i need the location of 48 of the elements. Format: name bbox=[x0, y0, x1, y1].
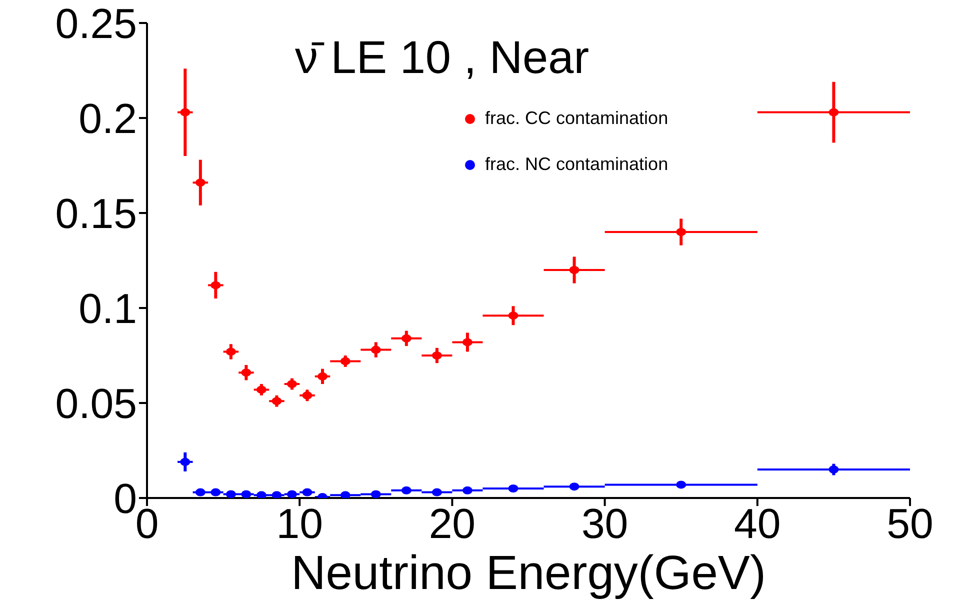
x-tick-label: 50 bbox=[886, 500, 934, 547]
y-tick-label: 0.1 bbox=[78, 284, 137, 332]
point bbox=[401, 486, 412, 494]
point bbox=[432, 352, 442, 360]
point bbox=[508, 484, 518, 492]
point bbox=[370, 490, 381, 498]
x-tick-label: 40 bbox=[734, 500, 781, 547]
x-axis-title: Neutrino Energy(GeV) bbox=[291, 547, 766, 600]
point bbox=[569, 482, 580, 491]
point bbox=[241, 490, 252, 498]
point bbox=[210, 281, 221, 290]
legend-label: frac. CC contamination bbox=[485, 108, 668, 128]
point bbox=[195, 488, 206, 496]
y-tick-label: 0.15 bbox=[55, 190, 137, 237]
point bbox=[256, 386, 266, 394]
point bbox=[462, 486, 472, 494]
point bbox=[676, 228, 686, 236]
chart-title: ν̄ LE 10 , Near bbox=[295, 30, 590, 84]
y-tick-label: 0.05 bbox=[55, 380, 137, 427]
point bbox=[226, 490, 236, 498]
point bbox=[302, 391, 312, 400]
point bbox=[569, 266, 580, 274]
x-tick-label: 20 bbox=[428, 500, 476, 547]
point bbox=[370, 346, 381, 354]
point bbox=[272, 397, 282, 406]
point bbox=[180, 458, 190, 466]
y-tick-label: 0.2 bbox=[78, 94, 137, 142]
point bbox=[401, 334, 412, 342]
x-tick-label: 10 bbox=[276, 500, 323, 547]
point bbox=[317, 372, 328, 380]
legend-label: frac. NC contamination bbox=[485, 154, 668, 174]
x-tick-label: 30 bbox=[581, 500, 628, 547]
point bbox=[676, 480, 686, 489]
y-tick-label: 0.25 bbox=[55, 0, 137, 47]
point bbox=[195, 178, 206, 187]
point bbox=[180, 108, 190, 116]
point bbox=[286, 380, 297, 388]
point bbox=[432, 488, 442, 496]
point bbox=[462, 338, 472, 346]
point bbox=[828, 108, 839, 116]
point bbox=[302, 488, 312, 496]
point bbox=[241, 368, 252, 377]
point bbox=[210, 488, 221, 496]
point bbox=[340, 357, 350, 366]
point bbox=[286, 490, 297, 498]
point bbox=[508, 312, 518, 320]
point bbox=[828, 466, 839, 474]
point bbox=[226, 348, 236, 356]
